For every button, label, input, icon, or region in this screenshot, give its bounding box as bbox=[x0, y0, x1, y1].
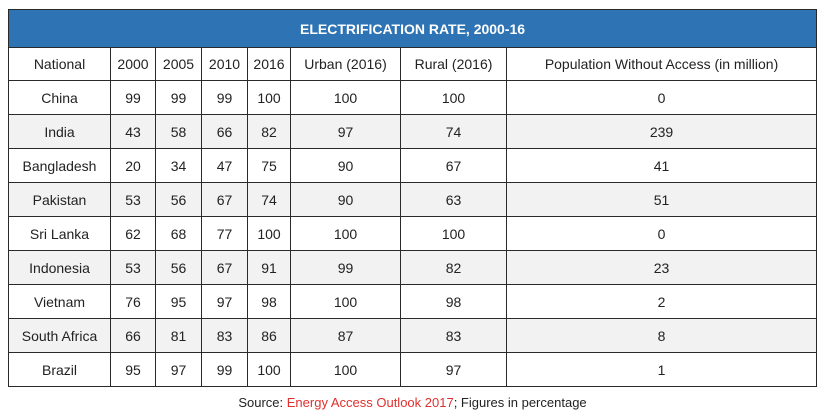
cell-urban-2016: 100 bbox=[290, 284, 401, 319]
cell-rate-2016: 98 bbox=[247, 284, 291, 319]
cell-population-without-access: 0 bbox=[505, 80, 818, 115]
cell-rate-2005: 81 bbox=[155, 318, 202, 353]
cell-country: India bbox=[8, 114, 111, 149]
cell-country: Vietnam bbox=[8, 284, 111, 319]
header-2016: 2016 bbox=[247, 47, 291, 81]
cell-population-without-access: 2 bbox=[505, 284, 818, 319]
cell-rural-2016: 63 bbox=[400, 182, 507, 217]
cell-rate-2000: 95 bbox=[110, 352, 156, 387]
cell-rate-2010: 97 bbox=[201, 284, 248, 319]
cell-rural-2016: 100 bbox=[400, 216, 507, 251]
table-row: Bangladesh 20 34 47 75 90 67 41 bbox=[8, 148, 818, 183]
cell-rate-2005: 58 bbox=[155, 114, 202, 149]
cell-urban-2016: 100 bbox=[290, 352, 401, 387]
cell-rate-2010: 66 bbox=[201, 114, 248, 149]
source-prefix: Source: bbox=[238, 395, 287, 410]
table-header-row: National 2000 2005 2010 2016 Urban (2016… bbox=[8, 47, 818, 81]
table-row: India 43 58 66 82 97 74 239 bbox=[8, 114, 818, 149]
cell-urban-2016: 90 bbox=[290, 182, 401, 217]
cell-country: Indonesia bbox=[8, 250, 111, 285]
cell-rate-2010: 67 bbox=[201, 250, 248, 285]
cell-rate-2010: 77 bbox=[201, 216, 248, 251]
cell-population-without-access: 23 bbox=[505, 250, 818, 285]
cell-rural-2016: 83 bbox=[400, 318, 507, 353]
source-note: Source: Energy Access Outlook 2017; Figu… bbox=[0, 395, 825, 410]
cell-rate-2016: 86 bbox=[247, 318, 291, 353]
cell-country: Sri Lanka bbox=[8, 216, 111, 251]
cell-country: Brazil bbox=[8, 352, 111, 387]
cell-rate-2000: 99 bbox=[110, 80, 156, 115]
cell-urban-2016: 100 bbox=[290, 216, 401, 251]
cell-rural-2016: 82 bbox=[400, 250, 507, 285]
table-row: Vietnam 76 95 97 98 100 98 2 bbox=[8, 284, 818, 319]
cell-rate-2000: 53 bbox=[110, 250, 156, 285]
header-urban-2016: Urban (2016) bbox=[290, 47, 401, 81]
cell-rate-2000: 66 bbox=[110, 318, 156, 353]
cell-urban-2016: 90 bbox=[290, 148, 401, 183]
cell-rate-2016: 74 bbox=[247, 182, 291, 217]
cell-rural-2016: 100 bbox=[400, 80, 507, 115]
cell-urban-2016: 87 bbox=[290, 318, 401, 353]
cell-rate-2016: 75 bbox=[247, 148, 291, 183]
cell-rate-2016: 100 bbox=[247, 216, 291, 251]
cell-population-without-access: 0 bbox=[505, 216, 818, 251]
cell-rate-2005: 99 bbox=[155, 80, 202, 115]
cell-rate-2000: 43 bbox=[110, 114, 156, 149]
cell-population-without-access: 51 bbox=[505, 182, 818, 217]
cell-rate-2016: 100 bbox=[247, 80, 291, 115]
cell-rate-2000: 53 bbox=[110, 182, 156, 217]
table-row: China 99 99 99 100 100 100 0 bbox=[8, 80, 818, 115]
cell-rate-2016: 100 bbox=[247, 352, 291, 387]
cell-country: South Africa bbox=[8, 318, 111, 353]
cell-rate-2010: 99 bbox=[201, 352, 248, 387]
cell-country: Pakistan bbox=[8, 182, 111, 217]
cell-country: China bbox=[8, 80, 111, 115]
table-row: Indonesia 53 56 67 91 99 82 23 bbox=[8, 250, 818, 285]
cell-rate-2000: 62 bbox=[110, 216, 156, 251]
source-suffix: ; Figures in percentage bbox=[453, 395, 587, 410]
table-row: Pakistan 53 56 67 74 90 63 51 bbox=[8, 182, 818, 217]
cell-urban-2016: 97 bbox=[290, 114, 401, 149]
cell-rural-2016: 67 bbox=[400, 148, 507, 183]
cell-rate-2005: 68 bbox=[155, 216, 202, 251]
table-row: Brazil 95 97 99 100 100 97 1 bbox=[8, 352, 818, 387]
header-2000: 2000 bbox=[110, 47, 156, 81]
header-national: National bbox=[8, 47, 111, 81]
cell-rural-2016: 98 bbox=[400, 284, 507, 319]
cell-rate-2010: 47 bbox=[201, 148, 248, 183]
cell-rate-2016: 91 bbox=[247, 250, 291, 285]
table-title: ELECTRIFICATION RATE, 2000-16 bbox=[7, 9, 818, 48]
electrification-table-container: ELECTRIFICATION RATE, 2000-16 National 2… bbox=[7, 9, 818, 387]
cell-rate-2005: 34 bbox=[155, 148, 202, 183]
header-population-without-access: Population Without Access (in million) bbox=[505, 47, 818, 81]
cell-rate-2005: 56 bbox=[155, 182, 202, 217]
cell-population-without-access: 1 bbox=[505, 352, 818, 387]
cell-population-without-access: 8 bbox=[505, 318, 818, 353]
table-row: South Africa 66 81 83 86 87 83 8 bbox=[8, 318, 818, 353]
cell-rate-2010: 67 bbox=[201, 182, 248, 217]
table-row: Sri Lanka 62 68 77 100 100 100 0 bbox=[8, 216, 818, 251]
cell-rate-2010: 99 bbox=[201, 80, 248, 115]
header-2005: 2005 bbox=[155, 47, 202, 81]
electrification-table: ELECTRIFICATION RATE, 2000-16 National 2… bbox=[7, 9, 818, 387]
cell-rate-2005: 56 bbox=[155, 250, 202, 285]
header-2010: 2010 bbox=[201, 47, 248, 81]
cell-rate-2000: 76 bbox=[110, 284, 156, 319]
cell-population-without-access: 41 bbox=[505, 148, 818, 183]
cell-rate-2000: 20 bbox=[110, 148, 156, 183]
cell-urban-2016: 99 bbox=[290, 250, 401, 285]
cell-rate-2016: 82 bbox=[247, 114, 291, 149]
cell-rural-2016: 74 bbox=[400, 114, 507, 149]
cell-rate-2010: 83 bbox=[201, 318, 248, 353]
cell-urban-2016: 100 bbox=[290, 80, 401, 115]
table-body: National 2000 2005 2010 2016 Urban (2016… bbox=[8, 47, 818, 387]
cell-rate-2005: 95 bbox=[155, 284, 202, 319]
cell-population-without-access: 239 bbox=[505, 114, 818, 149]
cell-rate-2005: 97 bbox=[155, 352, 202, 387]
cell-rural-2016: 97 bbox=[400, 352, 507, 387]
source-link[interactable]: Energy Access Outlook 2017 bbox=[286, 395, 454, 410]
cell-country: Bangladesh bbox=[8, 148, 111, 183]
header-rural-2016: Rural (2016) bbox=[400, 47, 507, 81]
